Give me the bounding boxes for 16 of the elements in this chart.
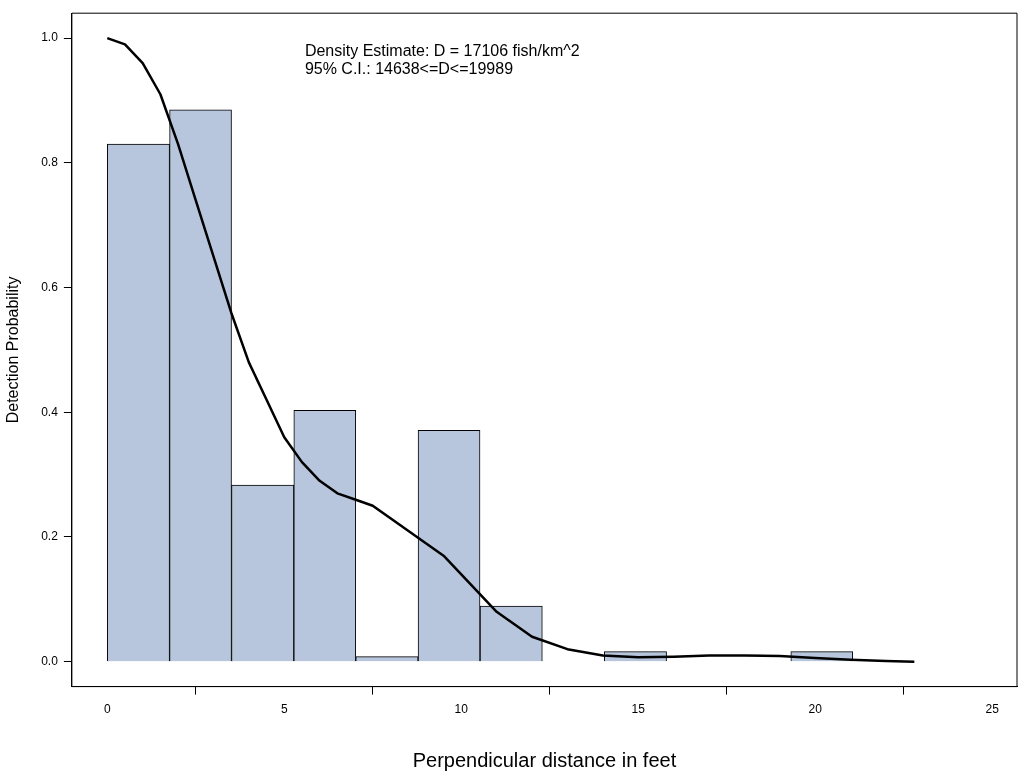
y-axis-title: Detection Probability: [4, 276, 22, 424]
x-tick-label: 5: [280, 702, 288, 717]
y-tick-label: 0.2: [41, 529, 59, 544]
x-tick-label: 15: [631, 702, 646, 717]
y-tick-label: 0.0: [41, 653, 59, 668]
y-tick-label: 0.6: [41, 279, 59, 294]
y-tick-label: 0.8: [41, 155, 59, 170]
y-tick-label: 1.0: [41, 30, 59, 45]
x-tick-label: 0: [103, 702, 111, 717]
x-axis-title: Perpendicular distance in feet: [412, 748, 677, 771]
annotation: 95% C.I.: 14638<=D<=19989: [304, 59, 514, 77]
x-tick-label: 25: [985, 702, 1000, 717]
annotation: Density Estimate: D = 17106 fish/km^2: [304, 41, 580, 59]
x-tick-label: 10: [454, 702, 469, 717]
x-tick-label: 20: [808, 702, 823, 717]
y-tick-label: 0.4: [41, 404, 59, 419]
